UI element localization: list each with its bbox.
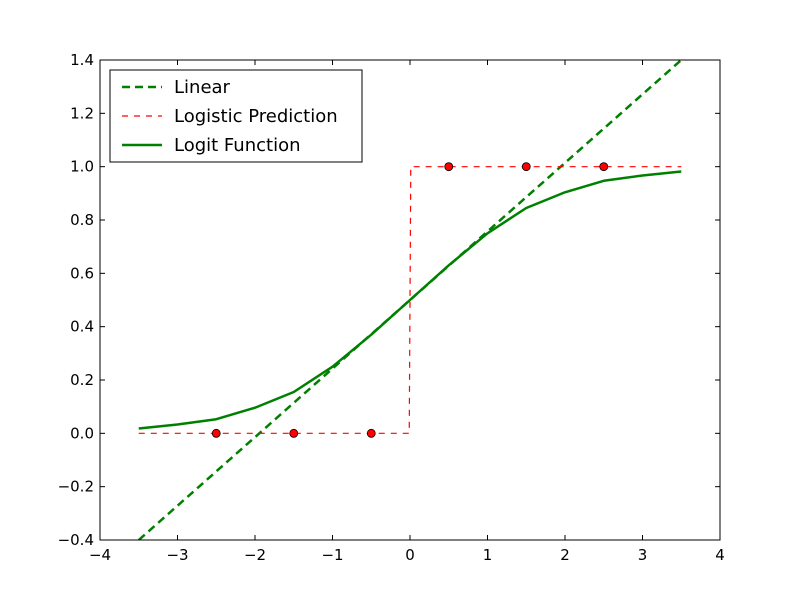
y-tick-label: 0.2 xyxy=(70,371,94,389)
x-tick-label: −4 xyxy=(89,546,111,564)
scatter-point xyxy=(366,428,376,438)
x-tick-label: 1 xyxy=(483,546,493,564)
scatter-point xyxy=(211,428,221,438)
scatter-point xyxy=(289,428,299,438)
x-tick-label: 4 xyxy=(715,546,725,564)
y-tick-label: −0.2 xyxy=(58,478,94,496)
y-tick-label: 0.0 xyxy=(70,424,94,442)
x-tick-label: 2 xyxy=(560,546,570,564)
x-tick-label: 3 xyxy=(638,546,648,564)
y-tick-label: 1.2 xyxy=(70,104,94,122)
scatter-point xyxy=(521,162,531,172)
plot-area xyxy=(137,60,683,540)
series-line-logistic-prediction xyxy=(138,166,682,434)
y-tick-label: −0.4 xyxy=(58,531,94,549)
series-line-linear xyxy=(137,60,683,540)
x-tick-label: 0 xyxy=(405,546,415,564)
scatter-point xyxy=(444,162,454,172)
x-tick-label: −3 xyxy=(166,546,188,564)
legend-label: Logistic Prediction xyxy=(174,106,338,127)
legend: Linear Logistic Prediction Logit Function xyxy=(109,69,363,163)
scatter-point xyxy=(599,162,609,172)
y-tick-label: 0.8 xyxy=(70,211,94,229)
legend-label: Linear xyxy=(174,77,231,98)
axes-layer: −4 −3 −2 −1 0 1 2 3 4 −0.4 −0.2 0.0 0.2 0.4 0.6 0.8 1.0 1… xyxy=(58,51,725,564)
x-tick-label: −2 xyxy=(244,546,266,564)
x-tick-label: −1 xyxy=(321,546,343,564)
legend-label: Logit Function xyxy=(174,135,301,156)
y-tick-label: 0.6 xyxy=(70,264,94,282)
y-tick-label: 1.0 xyxy=(70,158,94,176)
y-tick-label: 1.4 xyxy=(70,51,94,69)
plot-layer xyxy=(137,60,683,540)
y-tick-label: 0.4 xyxy=(70,318,94,336)
series-line-logit-function xyxy=(138,170,682,430)
